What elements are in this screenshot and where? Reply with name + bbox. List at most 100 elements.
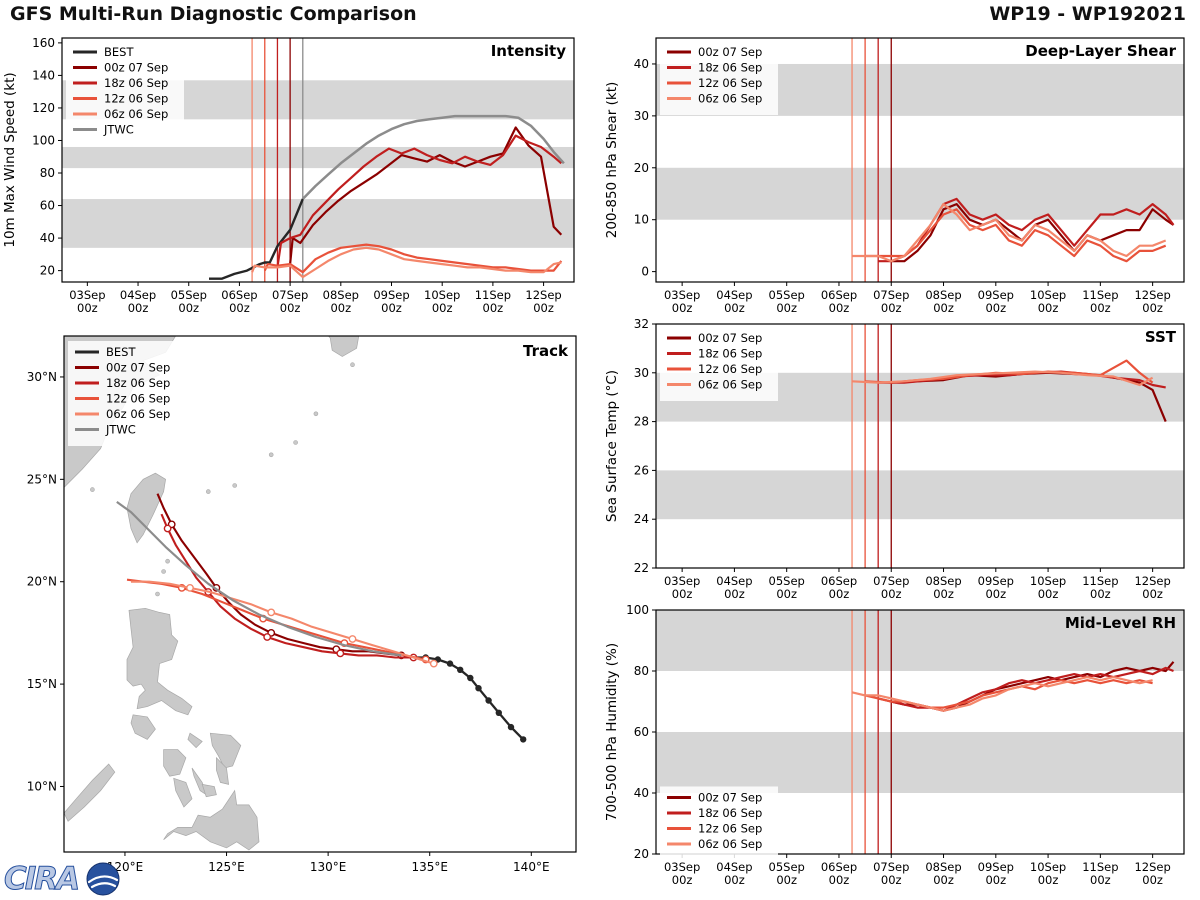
- land-mindanao: [163, 789, 260, 851]
- cira-logo-text: CIRA: [4, 861, 78, 897]
- land-leyte: [216, 756, 230, 785]
- y-axis-title: 200-850 hPa Shear (kt): [604, 82, 620, 239]
- series-18z 06 Sep: [877, 666, 1174, 712]
- islet: [155, 591, 160, 597]
- sst-chart-svg: 22242628303203Sep00z04Sep00z05Sep00z06Se…: [604, 317, 1185, 601]
- x-tick-label: 00z: [1142, 873, 1163, 887]
- x-tick-label: 05Sep: [769, 860, 805, 874]
- y-tick-label: 22: [634, 561, 649, 575]
- legend-label: 18z 06 Sep: [106, 376, 170, 390]
- y-tick-label: 30: [634, 366, 649, 380]
- legend-label: 12z 06 Sep: [698, 822, 762, 836]
- track-point: [495, 709, 502, 716]
- y-tick-label: 30: [634, 109, 649, 123]
- globe-icon: [86, 862, 120, 896]
- series-BEST: [209, 198, 304, 280]
- land-bohol: [201, 783, 217, 798]
- x-tick-label: 00z: [776, 301, 797, 315]
- x-tick-label: 00z: [724, 873, 745, 887]
- y-tick-label: 40: [634, 57, 649, 71]
- x-tick-label: 00z: [933, 587, 954, 601]
- x-tick-label: 00z: [381, 301, 402, 315]
- x-tick-label: 00z: [280, 301, 301, 315]
- track-point: [446, 660, 454, 667]
- cira-logo-svg: CIRA: [4, 861, 120, 898]
- y-tick-label: 40: [40, 231, 55, 245]
- x-tick-label: 00z: [1090, 873, 1111, 887]
- x-tick-label: 00z: [1090, 587, 1111, 601]
- x-tick-label: 00z: [1142, 587, 1163, 601]
- lat-tick-label: 25°N: [27, 472, 57, 486]
- y-tick-label: 10: [634, 213, 649, 227]
- category-band: [656, 610, 1184, 671]
- track-point: [467, 674, 474, 682]
- figure-title: GFS Multi-Run Diagnostic Comparison: [10, 3, 417, 25]
- x-tick-label: 00z: [1090, 301, 1111, 315]
- plot-frame: [655, 323, 1185, 569]
- x-tick-label: 11Sep: [1082, 574, 1118, 588]
- lon-tick-label: 135°E: [411, 860, 448, 874]
- y-tick-label: 20: [40, 264, 55, 278]
- lon-tick-label: 130°E: [310, 860, 347, 874]
- series-12z 06 Sep: [865, 208, 1167, 263]
- x-tick-label: 00z: [985, 873, 1006, 887]
- y-axis-title: Sea Surface Temp (°C): [604, 370, 620, 522]
- x-tick-label: 00z: [985, 587, 1006, 601]
- x-tick-label: 07Sep: [873, 574, 909, 588]
- x-tick-label: 00z: [776, 587, 797, 601]
- series-12z 06 Sep: [263, 243, 563, 274]
- shear-chart-svg: 01020304003Sep00z04Sep00z05Sep00z06Sep00…: [604, 37, 1185, 315]
- x-tick-label: 09Sep: [978, 288, 1014, 302]
- deep-layer-shear-panel: 0 10 20 30 40 03Sep 00z 04Sep 00z 05Sep 00z 06Sep 00…: [600, 24, 1200, 318]
- category-band: [62, 199, 574, 248]
- x-tick-label: 08Sep: [323, 288, 359, 302]
- series-JTWC: [301, 114, 565, 200]
- land-luzon: [126, 607, 193, 716]
- track-point: [163, 524, 172, 533]
- x-tick-label: 05Sep: [769, 574, 805, 588]
- x-tick-label: 09Sep: [978, 860, 1014, 874]
- land-palawan: [64, 763, 116, 822]
- track-06z 06 Sep: [131, 580, 435, 665]
- x-tick-label: 00z: [724, 301, 745, 315]
- track-point: [186, 583, 194, 592]
- y-tick-label: 24: [634, 512, 649, 526]
- islet: [161, 569, 166, 574]
- legend-label: 18z 06 Sep: [698, 61, 762, 75]
- storm-tracks: [116, 493, 527, 743]
- y-tick-label: 100: [626, 603, 649, 617]
- lon-tick-label: 125°E: [208, 860, 245, 874]
- series-18z 06 Sep: [276, 134, 563, 268]
- track-point: [263, 633, 272, 641]
- land-panay: [163, 749, 187, 777]
- x-tick-label: 07Sep: [873, 288, 909, 302]
- x-tick-label: 00z: [1038, 301, 1059, 315]
- x-tick-label: 10Sep: [424, 288, 460, 302]
- x-tick-label: 00z: [483, 301, 504, 315]
- y-tick-label: 28: [634, 415, 649, 429]
- x-tick-label: 00z: [776, 873, 797, 887]
- legend-label: 18z 06 Sep: [698, 806, 762, 820]
- x-tick-label: 11Sep: [1082, 860, 1118, 874]
- x-tick-label: 04Sep: [716, 288, 752, 302]
- x-tick-label: 05Sep: [171, 288, 207, 302]
- series-06z 06 Sep: [251, 246, 562, 279]
- y-tick-label: 20: [634, 847, 649, 861]
- lat-tick-label: 30°N: [27, 370, 57, 384]
- legend-label: 12z 06 Sep: [698, 76, 762, 90]
- x-tick-label: 00z: [985, 301, 1006, 315]
- x-tick-label: 00z: [178, 301, 199, 315]
- x-tick-label: 06Sep: [821, 860, 857, 874]
- rh-chart-svg: 2040608010003Sep00z04Sep00z05Sep00z06Sep…: [604, 603, 1185, 887]
- y-tick-label: 0: [641, 265, 649, 279]
- x-tick-label: 00z: [672, 873, 693, 887]
- islet: [206, 489, 211, 494]
- x-tick-label: 00z: [724, 587, 745, 601]
- x-tick-label: 04Sep: [716, 574, 752, 588]
- track-point: [429, 659, 438, 668]
- x-tick-label: 00z: [881, 873, 902, 887]
- x-tick-label: 00z: [77, 301, 98, 315]
- x-tick-label: 00z: [672, 587, 693, 601]
- x-tick-label: 03Sep: [664, 288, 700, 302]
